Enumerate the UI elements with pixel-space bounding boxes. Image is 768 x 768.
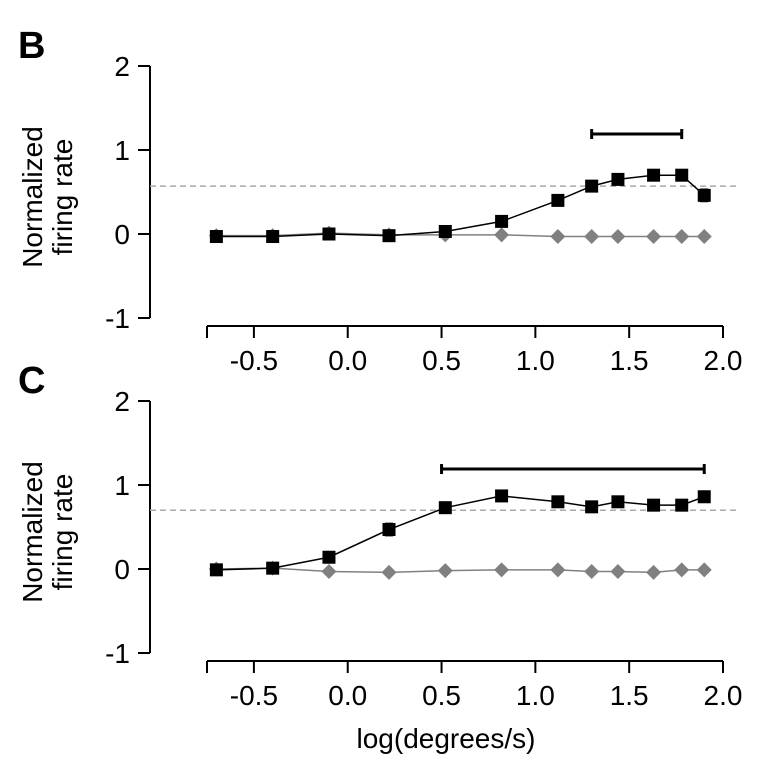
square-point xyxy=(209,230,223,244)
x-tick-label: 1.5 xyxy=(610,680,649,711)
square-point xyxy=(611,172,625,186)
square-point xyxy=(675,168,689,182)
square-point xyxy=(382,523,396,537)
diamond-point xyxy=(381,564,397,580)
y-tick-label: -1 xyxy=(105,303,130,334)
diamond-point xyxy=(584,564,600,580)
square-point xyxy=(697,490,711,504)
diamond-point xyxy=(321,564,337,580)
diamond-point xyxy=(696,229,712,245)
diamond-point xyxy=(674,562,690,578)
y-tick-label: 1 xyxy=(114,470,130,501)
diamond-point xyxy=(550,562,566,578)
x-axis-title: log(degrees/s) xyxy=(357,723,536,754)
square-point xyxy=(697,188,711,202)
square-series-line xyxy=(216,495,705,571)
y-tick-label: 2 xyxy=(114,386,130,417)
x-tick-label: 1.0 xyxy=(516,680,555,711)
square-point xyxy=(611,495,625,509)
diamond-point xyxy=(646,564,662,580)
y-axis-title-line: Normalized xyxy=(17,126,48,268)
diamond-point xyxy=(696,562,712,578)
panel-letter: B xyxy=(18,25,45,67)
diamond-point xyxy=(610,229,626,245)
square-point xyxy=(647,168,661,182)
x-tick-label: 2.0 xyxy=(704,680,743,711)
panel-b: B Normalized firing rate -1 0 1 2 -0.5 0.0 0.5 1.0… xyxy=(17,25,742,376)
square-point xyxy=(647,498,661,512)
square-point xyxy=(266,561,280,575)
x-tick-label: 0.0 xyxy=(328,345,367,376)
y-tick-label: -1 xyxy=(105,638,130,669)
diamond-point xyxy=(674,229,690,245)
y-tick-label: 1 xyxy=(114,135,130,166)
square-point xyxy=(382,229,396,243)
x-tick-label: -0.5 xyxy=(230,680,278,711)
square-point xyxy=(209,563,223,577)
diamond-point xyxy=(494,227,510,243)
x-tick-label: 2.0 xyxy=(704,345,743,376)
square-point xyxy=(266,230,280,244)
square-point xyxy=(322,227,336,241)
x-tick-label: 0.5 xyxy=(422,345,461,376)
square-point xyxy=(585,500,599,514)
square-point xyxy=(675,498,689,512)
diamond-point xyxy=(437,563,453,579)
diamond-point xyxy=(550,229,566,245)
diamond-point xyxy=(610,564,626,580)
square-point xyxy=(438,501,452,515)
x-tick-label: 0.0 xyxy=(328,680,367,711)
square-point xyxy=(551,193,565,207)
x-tick-label: -0.5 xyxy=(230,345,278,376)
x-tick-label: 0.5 xyxy=(422,680,461,711)
x-tick-label: 1.5 xyxy=(610,345,649,376)
square-point xyxy=(585,179,599,193)
y-tick-label: 2 xyxy=(114,51,130,82)
square-point xyxy=(495,214,509,228)
y-axis-title-line: firing rate xyxy=(47,474,78,591)
y-axis-title-line: firing rate xyxy=(47,139,78,256)
diamond-series-line xyxy=(216,567,705,574)
diamond-point xyxy=(584,229,600,245)
square-series-line xyxy=(216,174,705,238)
square-point xyxy=(551,495,565,509)
square-point xyxy=(438,224,452,238)
y-axis-title-line: Normalized xyxy=(17,461,48,603)
panel-letter: C xyxy=(18,360,45,402)
y-tick-label: 0 xyxy=(114,554,130,585)
diamond-point xyxy=(494,562,510,578)
x-tick-label: 1.0 xyxy=(516,345,555,376)
square-point xyxy=(322,550,336,564)
diamond-point xyxy=(646,229,662,245)
square-point xyxy=(495,489,509,503)
y-tick-label: 0 xyxy=(114,219,130,250)
panel-c: C Normalized firing rate -1 0 1 2 -0.5 0.0 0.5 1.0… xyxy=(17,360,742,711)
